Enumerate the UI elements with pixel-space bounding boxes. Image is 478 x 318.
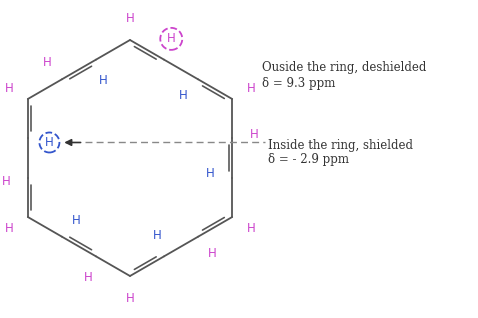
Text: H: H	[152, 229, 161, 242]
Text: H: H	[167, 32, 175, 45]
Text: H: H	[250, 128, 258, 141]
Text: H: H	[126, 11, 134, 24]
Text: H: H	[179, 89, 188, 102]
Text: H: H	[2, 175, 11, 188]
Text: H: H	[206, 167, 215, 180]
Text: Inside the ring, shielded: Inside the ring, shielded	[268, 139, 413, 151]
Text: δ = - 2.9 ppm: δ = - 2.9 ppm	[268, 154, 349, 167]
Text: H: H	[72, 213, 81, 226]
Text: H: H	[208, 247, 217, 260]
Text: δ = 9.3 ppm: δ = 9.3 ppm	[262, 77, 336, 89]
Text: H: H	[247, 81, 256, 94]
Text: H: H	[4, 222, 13, 234]
Text: H: H	[84, 271, 93, 284]
Text: H: H	[247, 222, 256, 234]
Text: H: H	[45, 136, 54, 149]
Text: Ouside the ring, deshielded: Ouside the ring, deshielded	[262, 61, 426, 74]
Text: H: H	[43, 56, 52, 69]
Text: H: H	[126, 292, 134, 305]
Text: H: H	[4, 81, 13, 94]
Text: H: H	[99, 74, 108, 87]
